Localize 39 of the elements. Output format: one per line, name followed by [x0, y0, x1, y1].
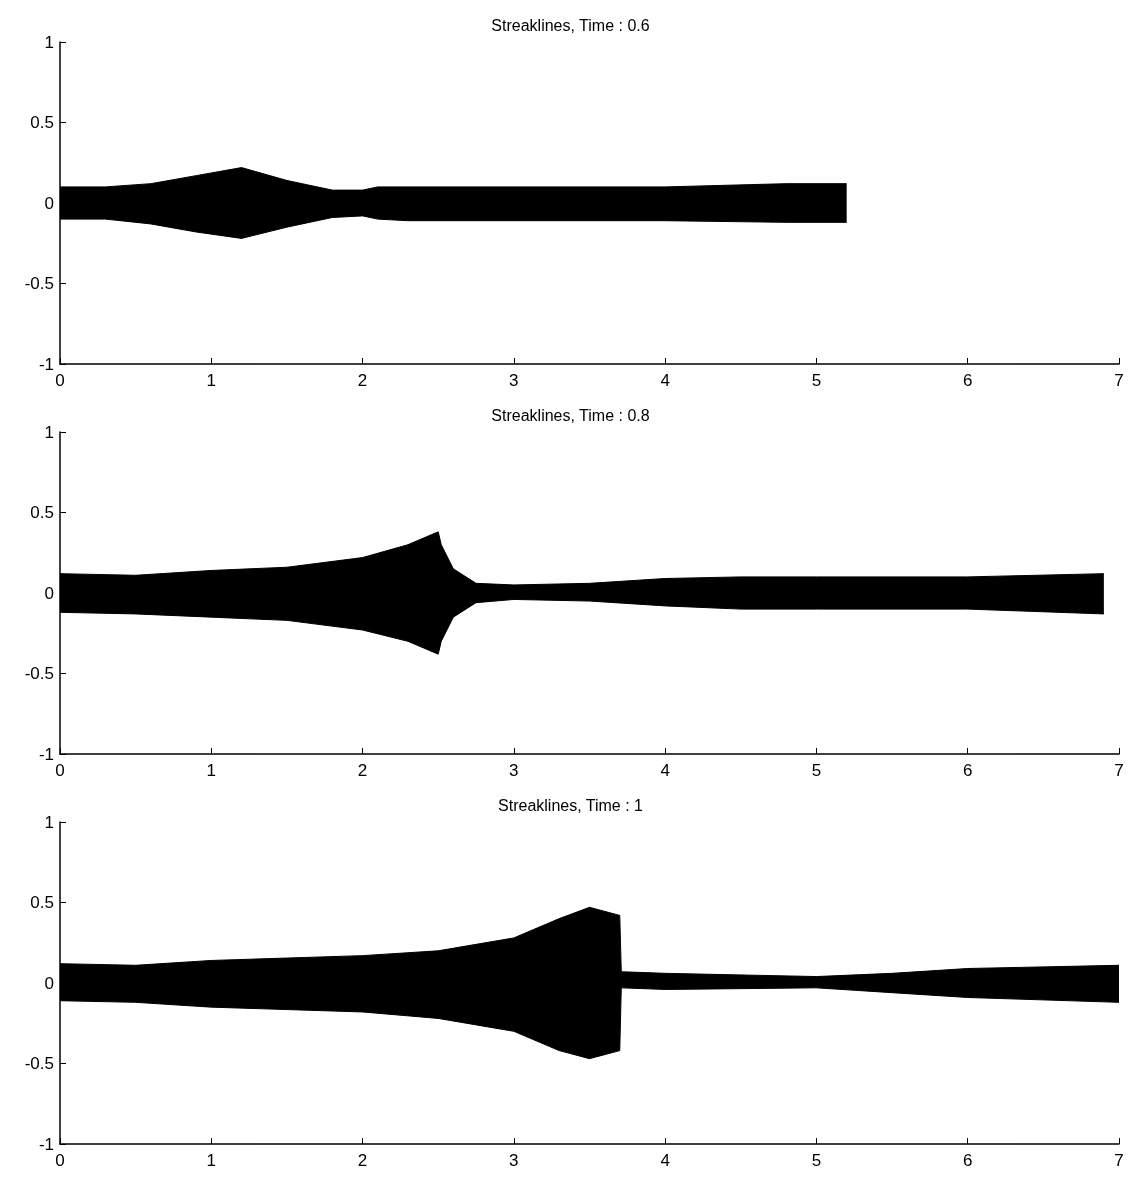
x-tick-label: 7 — [1114, 371, 1124, 390]
x-tick-label: 5 — [811, 371, 822, 390]
x-tick-label: 2 — [357, 371, 368, 390]
x-tick-label: 2 — [357, 761, 368, 780]
y-tick-label: 0 — [44, 973, 54, 993]
y-tick-label: -0.5 — [24, 664, 54, 683]
x-tick-label: 4 — [660, 371, 670, 390]
x-tick-label: 4 — [660, 1151, 670, 1170]
x-tick-label: 1 — [206, 761, 217, 780]
chart-title: Streaklines, Time : 0.6 — [491, 16, 650, 34]
x-tick-label: 1 — [206, 1151, 217, 1170]
x-tick-label: 5 — [811, 761, 822, 780]
chart-title: Streaklines, Time : 1 — [498, 796, 644, 814]
y-tick-label: -0.5 — [24, 274, 54, 293]
x-tick-label: 3 — [509, 1151, 519, 1170]
y-tick-label: 0.5 — [30, 893, 54, 912]
y-tick-label: 0 — [44, 193, 54, 213]
x-tick-label: 5 — [811, 1151, 822, 1170]
y-tick-label: -0.5 — [24, 1054, 54, 1073]
y-tick-label: 1 — [44, 422, 54, 442]
x-tick-label: 7 — [1114, 1151, 1124, 1170]
y-tick-label: 0 — [44, 583, 54, 603]
y-tick-label: 1 — [44, 32, 54, 52]
x-tick-label: 3 — [509, 761, 519, 780]
x-tick-label: 7 — [1114, 761, 1124, 780]
x-tick-label: 6 — [962, 371, 973, 390]
x-tick-label: 6 — [962, 1151, 973, 1170]
x-tick-label: 4 — [660, 761, 670, 780]
x-tick-label: 1 — [206, 371, 217, 390]
y-tick-label: -1 — [38, 1134, 54, 1154]
y-tick-label: 0.5 — [30, 503, 54, 522]
x-tick-label: 3 — [509, 371, 519, 390]
y-tick-label: 0.5 — [30, 113, 54, 132]
y-tick-label: 1 — [44, 812, 54, 832]
y-tick-label: -1 — [38, 354, 54, 374]
x-tick-label: 2 — [357, 1151, 368, 1170]
y-tick-label: -1 — [38, 744, 54, 764]
x-tick-label: 6 — [962, 761, 973, 780]
chart-title: Streaklines, Time : 0.8 — [491, 406, 650, 424]
